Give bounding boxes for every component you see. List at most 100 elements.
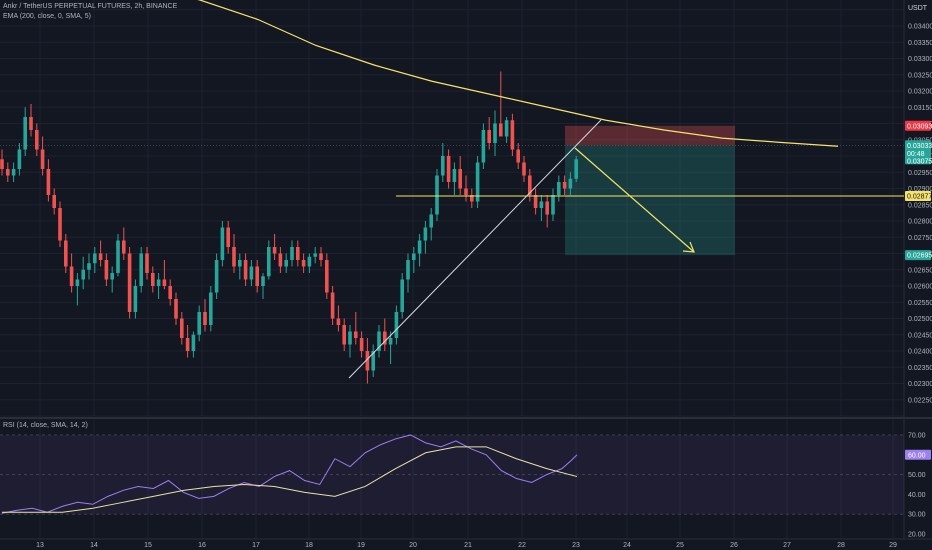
candle-down[interactable]	[325, 260, 329, 293]
price-axis[interactable]: USDT 0.03400 0.03350 0.03300 0.03250 0.03200 0…	[905, 5, 932, 404]
ema-legend[interactable]: EMA (200, close, 0, SMA, 5)	[3, 12, 91, 22]
candle-down[interactable]	[255, 266, 259, 287]
rsi-legend[interactable]: RSI (14, close, SMA, 14, 2)	[3, 421, 88, 431]
candles[interactable]	[0, 71, 578, 384]
candle-up[interactable]	[133, 286, 138, 312]
candle-up[interactable]	[191, 334, 196, 351]
candle-down[interactable]	[58, 208, 62, 241]
candle-up[interactable]	[388, 338, 393, 345]
candle-up[interactable]	[238, 260, 242, 267]
candle-down[interactable]	[35, 130, 39, 150]
candle-up[interactable]	[423, 227, 428, 241]
candle-up[interactable]	[539, 201, 544, 209]
candle-up[interactable]	[110, 273, 114, 280]
candle-down[interactable]	[464, 188, 468, 196]
candle-up[interactable]	[220, 227, 225, 261]
candle-down[interactable]	[69, 266, 74, 287]
candle-down[interactable]	[162, 279, 167, 287]
candle-up[interactable]	[493, 123, 497, 144]
candle-down[interactable]	[545, 201, 549, 215]
candle-down[interactable]	[0, 159, 4, 169]
candle-down[interactable]	[499, 123, 503, 137]
symbol-legend[interactable]: Ankr / TetherUS PERPETUAL FUTURES, 2h, B…	[3, 2, 177, 12]
candle-up[interactable]	[209, 292, 213, 326]
candle-down[interactable]	[336, 318, 341, 326]
ema-200-line[interactable]	[0, 0, 839, 147]
stop-loss-zone[interactable]	[565, 125, 735, 146]
candle-down[interactable]	[226, 227, 230, 248]
candle-up[interactable]	[139, 253, 143, 287]
candle-up[interactable]	[17, 149, 22, 170]
candle-up[interactable]	[568, 178, 573, 189]
candle-down[interactable]	[522, 162, 526, 176]
candle-down[interactable]	[272, 247, 277, 254]
candle-up[interactable]	[214, 260, 219, 293]
candle-up[interactable]	[81, 269, 85, 280]
candle-up[interactable]	[377, 331, 381, 352]
candle-down[interactable]	[243, 260, 248, 280]
candle-down[interactable]	[64, 240, 68, 267]
candle-down[interactable]	[359, 338, 364, 351]
position-zones[interactable]	[0, 125, 904, 256]
candle-up[interactable]	[348, 331, 352, 345]
candle-down[interactable]	[510, 120, 515, 150]
candle-down[interactable]	[330, 292, 335, 319]
candle-down[interactable]	[203, 312, 207, 325]
candle-up[interactable]	[307, 256, 312, 267]
candle-down[interactable]	[46, 169, 51, 195]
candle-up[interactable]	[11, 169, 16, 176]
candle-down[interactable]	[516, 149, 520, 163]
stop-price-badge-bg[interactable]	[905, 120, 931, 131]
candle-down[interactable]	[365, 351, 370, 371]
candle-down[interactable]	[446, 156, 451, 182]
candle-up[interactable]	[475, 162, 480, 202]
trendline[interactable]	[348, 119, 602, 379]
candle-up[interactable]	[290, 247, 294, 260]
candle-up[interactable]	[504, 120, 509, 137]
candle-down[interactable]	[383, 331, 387, 345]
candle-down[interactable]	[533, 195, 538, 208]
candle-up[interactable]	[267, 247, 271, 277]
candle-down[interactable]	[232, 247, 236, 267]
target-arrow-shaft[interactable]	[574, 147, 695, 253]
candle-up[interactable]	[441, 156, 445, 176]
candle-up[interactable]	[371, 351, 375, 371]
candle-down[interactable]	[122, 240, 126, 254]
candle-up[interactable]	[557, 182, 561, 195]
candle-up[interactable]	[284, 260, 288, 267]
candle-down[interactable]	[301, 260, 306, 267]
candle-down[interactable]	[6, 169, 10, 176]
time-axis[interactable]: 13 14 15 16 17 18 19 20 21 22 23 24 25 26 27 28 29	[36, 542, 897, 549]
rsi-ma-line[interactable]	[2, 446, 578, 513]
candle-up[interactable]	[261, 276, 265, 286]
candle-up[interactable]	[75, 279, 80, 287]
candle-down[interactable]	[487, 130, 491, 143]
candle-up[interactable]	[429, 214, 433, 228]
candle-up[interactable]	[197, 312, 201, 335]
candle-up[interactable]	[23, 117, 27, 150]
candle-down[interactable]	[168, 286, 172, 299]
candle-up[interactable]	[412, 253, 416, 261]
candle-down[interactable]	[98, 253, 103, 261]
candle-up[interactable]	[400, 279, 404, 313]
drawings[interactable]	[348, 119, 904, 379]
level-price-badge-bg[interactable]	[905, 190, 931, 201]
candle-up[interactable]	[435, 175, 439, 215]
candle-up[interactable]	[116, 240, 120, 274]
candle-down[interactable]	[180, 318, 184, 339]
candle-down[interactable]	[296, 247, 300, 260]
rsi-pane[interactable]	[0, 434, 904, 515]
candle-down[interactable]	[528, 175, 532, 196]
candle-up[interactable]	[249, 266, 254, 280]
candle-down[interactable]	[104, 260, 109, 280]
candle-down[interactable]	[145, 253, 149, 274]
candle-up[interactable]	[551, 195, 555, 215]
candle-down[interactable]	[470, 195, 474, 202]
candle-up[interactable]	[417, 240, 422, 254]
candle-down[interactable]	[562, 182, 567, 189]
candle-down[interactable]	[354, 331, 358, 339]
candle-down[interactable]	[174, 299, 178, 319]
candle-down[interactable]	[151, 273, 155, 286]
